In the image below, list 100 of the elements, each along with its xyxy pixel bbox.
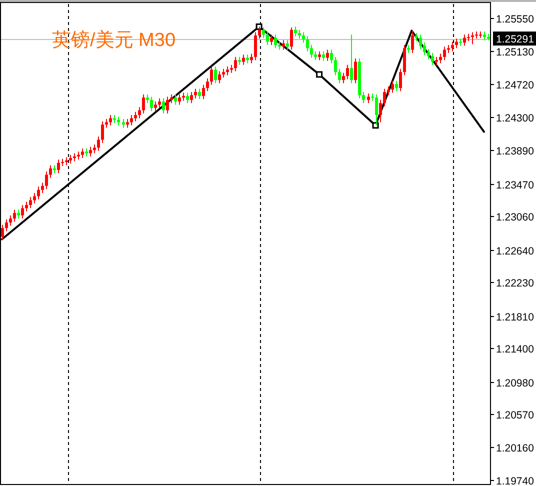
candlestick <box>142 94 145 114</box>
candlestick <box>57 159 60 174</box>
candlestick <box>1 224 4 241</box>
candlestick <box>310 44 313 58</box>
candlestick <box>451 41 454 52</box>
candlestick <box>334 56 337 76</box>
candlestick <box>186 92 189 104</box>
candlestick <box>411 30 414 54</box>
candlestick <box>395 80 398 92</box>
y-tick-label: 1.20980 <box>496 378 534 390</box>
candlestick <box>254 32 257 61</box>
candlestick <box>194 88 197 99</box>
candlestick <box>290 26 293 50</box>
candlestick <box>274 34 277 49</box>
candlestick <box>178 94 181 106</box>
candlestick <box>9 214 12 226</box>
candlestick <box>234 56 237 72</box>
candlestick <box>354 58 357 84</box>
candlestick <box>459 38 462 46</box>
text: 英镑/美元 M30 <box>52 29 176 51</box>
candlestick <box>383 88 386 107</box>
candlestick <box>101 120 104 144</box>
candlestick <box>322 50 325 62</box>
ref-line-label: 1.25291 <box>496 34 534 46</box>
candlestick <box>326 49 329 62</box>
candlestick <box>13 209 16 222</box>
candlestick <box>154 101 157 112</box>
candlestick <box>262 26 265 38</box>
y-tick-label: 1.22640 <box>496 246 534 258</box>
candlestick <box>190 91 193 104</box>
candlestick <box>375 94 378 126</box>
candlestick <box>218 70 221 84</box>
y-tick-label: 1.21810 <box>496 312 534 324</box>
candlestick <box>403 44 406 76</box>
candlestick <box>346 64 349 80</box>
candlestick <box>21 204 24 220</box>
candlestick <box>210 66 213 86</box>
candlestick <box>202 84 205 100</box>
candlestick <box>423 42 426 56</box>
candlestick <box>166 96 169 114</box>
candlestick <box>286 40 289 50</box>
candlestick <box>109 114 112 126</box>
y-tick-label: 1.25550 <box>496 14 534 26</box>
candlestick <box>41 182 44 194</box>
candlestick <box>427 48 430 60</box>
candlestick <box>134 111 137 122</box>
y-tick-label: 1.23890 <box>496 146 534 158</box>
candlestick <box>443 46 446 61</box>
candlestick <box>130 114 133 126</box>
candlestick <box>306 36 309 52</box>
candlestick <box>302 32 305 44</box>
point <box>372 122 379 129</box>
candlestick <box>158 98 161 108</box>
candlestick <box>242 54 245 66</box>
point <box>316 71 323 78</box>
candlestick <box>198 88 201 100</box>
candlestick <box>97 136 100 152</box>
candlestick <box>266 30 269 46</box>
candlestick <box>439 53 442 64</box>
candlestick <box>33 192 36 204</box>
y-tick-label: 1.20160 <box>496 442 534 454</box>
candlestick <box>270 34 273 46</box>
y-tick-label: 1.24720 <box>496 80 534 92</box>
candlestick <box>362 91 365 104</box>
candlestick <box>174 94 177 106</box>
y-tick-label: 1.23060 <box>496 212 534 224</box>
candlestick <box>282 40 285 50</box>
candlestick <box>455 38 458 49</box>
y-tick-label: 1.24300 <box>496 112 534 124</box>
candlestick <box>150 96 153 112</box>
point <box>256 23 262 30</box>
candlestick <box>206 78 209 92</box>
y-tick-label: 1.19740 <box>496 476 534 486</box>
candlestick <box>37 186 40 200</box>
y-tick-label: 1.21400 <box>496 344 534 356</box>
candlestick <box>29 196 32 209</box>
y-tick-label: 1.22230 <box>496 278 534 290</box>
candlestick <box>367 93 370 104</box>
candlestick <box>399 68 402 92</box>
candlestick <box>338 68 341 84</box>
candlestick <box>330 49 333 64</box>
y-tick-label: 1.20570 <box>496 410 534 422</box>
y-tick-label: 1.23470 <box>496 180 534 192</box>
candlestick <box>81 148 84 159</box>
candlestick <box>391 80 394 94</box>
candlestick <box>294 26 297 37</box>
y-tick-label: 1.25130 <box>496 46 534 58</box>
candlestick <box>162 98 165 114</box>
candlestick <box>214 66 217 84</box>
candlestick <box>342 72 345 84</box>
candlestick <box>89 146 92 157</box>
candlestick <box>258 26 261 40</box>
candlestick <box>471 32 474 45</box>
candlestick <box>250 53 253 64</box>
candlestick <box>463 34 466 46</box>
candlestick <box>419 34 422 50</box>
candlestick <box>350 34 353 84</box>
candlestick <box>5 218 8 232</box>
candlestick <box>431 52 434 66</box>
candlestick <box>25 201 28 212</box>
